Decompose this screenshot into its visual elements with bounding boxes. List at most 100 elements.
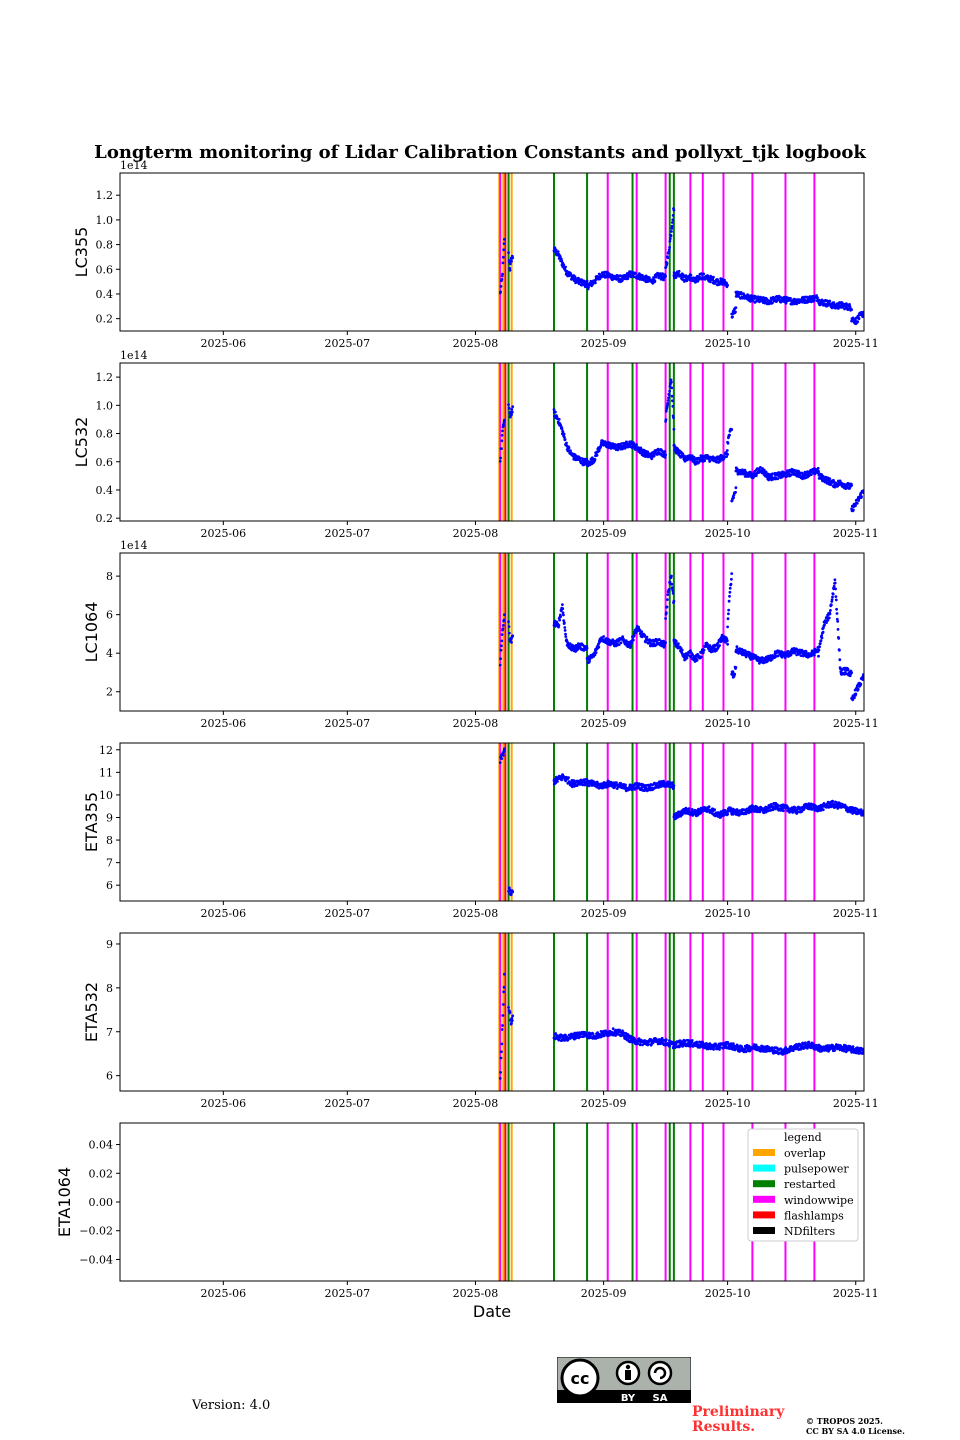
data-point [828, 299, 832, 303]
data-point [502, 424, 505, 428]
x-tick-label: 2025-09 [581, 907, 627, 920]
copyright-note: © TROPOS 2025. CC BY SA 4.0 License. [806, 1416, 905, 1436]
data-point [508, 1010, 512, 1014]
data-point [643, 635, 647, 638]
data-point [737, 294, 740, 298]
data-point [833, 581, 837, 585]
x-tick-label: 2025-10 [705, 527, 751, 540]
data-point [501, 272, 504, 276]
data-point [813, 298, 816, 302]
data-point [725, 449, 729, 452]
y-tick-label: 1.2 [96, 189, 114, 202]
x-tick-label: 2025-07 [324, 1097, 370, 1110]
data-point [677, 269, 681, 273]
data-point [835, 612, 839, 615]
y-axis-label: LC355 [72, 227, 91, 278]
data-point [835, 607, 838, 611]
data-point [663, 456, 667, 459]
sa-share-icon [647, 1360, 673, 1386]
y-tick-label: 0.6 [96, 263, 114, 276]
y-tick-label: 0.4 [96, 484, 114, 497]
data-point [778, 295, 781, 299]
x-tick-label: 2025-09 [581, 527, 627, 540]
data-point [734, 486, 738, 490]
data-point [666, 399, 670, 402]
data-point [507, 620, 510, 624]
version-label: Version: 4.0 [192, 1398, 271, 1413]
data-point [672, 416, 675, 420]
x-tick-label: 2025-11 [833, 907, 879, 920]
data-point [562, 619, 566, 622]
y-tick-label: 0.04 [89, 1139, 114, 1152]
data-point [498, 663, 502, 667]
data-point [835, 302, 839, 305]
data-point [582, 463, 586, 467]
data-point [500, 639, 504, 643]
data-point [585, 279, 589, 283]
x-tick-label: 2025-08 [453, 907, 499, 920]
data-point [854, 692, 858, 696]
data-point [784, 1046, 788, 1049]
y-tick-label: 6 [106, 609, 113, 622]
data-point [498, 761, 502, 764]
data-point [725, 639, 729, 643]
data-point [708, 280, 712, 284]
legend-swatch-pulsepower [753, 1164, 775, 1172]
data-point [671, 218, 675, 222]
data-point [836, 628, 840, 631]
data-point [783, 656, 787, 660]
data-point [666, 256, 670, 260]
data-point [857, 317, 861, 321]
data-point [510, 1016, 514, 1020]
data-point [758, 810, 762, 814]
data-point [843, 307, 846, 311]
data-point [828, 612, 832, 616]
y-tick-label: 6 [106, 879, 113, 892]
data-point [585, 778, 589, 781]
data-point [653, 279, 657, 283]
data-point [507, 407, 511, 410]
data-point [667, 588, 671, 591]
data-point [670, 394, 674, 398]
legend-label-windowwipe: windowwipe [784, 1194, 854, 1207]
cc-by-sa-badge: cc BY SA [557, 1357, 691, 1403]
x-tick-label: 2025-08 [453, 1097, 499, 1110]
data-point [744, 1050, 748, 1054]
data-point [597, 449, 601, 453]
data-point [557, 1038, 561, 1042]
data-point [670, 582, 674, 586]
data-point [757, 471, 761, 474]
data-point [686, 653, 690, 657]
data-point [695, 658, 699, 662]
x-tick-label: 2025-11 [833, 1287, 879, 1300]
data-point [733, 672, 737, 676]
data-point [827, 616, 831, 620]
data-point [809, 473, 813, 476]
y-axis-label: LC532 [72, 417, 91, 468]
data-point [511, 405, 515, 408]
data-point [500, 644, 503, 648]
data-point [664, 274, 667, 278]
data-point [834, 587, 837, 591]
data-point [613, 444, 617, 447]
y-tick-label: 4 [106, 647, 113, 660]
data-point [648, 638, 652, 641]
y-tick-label: −0.02 [79, 1225, 113, 1238]
data-point [818, 645, 821, 649]
data-point [672, 784, 676, 787]
data-point [796, 810, 800, 814]
data-point [771, 301, 774, 305]
data-point [699, 655, 703, 659]
y-tick-label: 0.4 [96, 288, 114, 301]
data-point [754, 474, 758, 478]
legend-swatch-windowwipe [753, 1195, 775, 1203]
data-point [767, 472, 770, 476]
data-point [561, 603, 564, 606]
axes-frame [119, 172, 865, 332]
data-point [554, 250, 558, 254]
data-point [564, 632, 567, 636]
data-point [731, 1042, 735, 1046]
axis-offset-label: 1e14 [120, 159, 148, 172]
data-point [611, 1027, 615, 1031]
